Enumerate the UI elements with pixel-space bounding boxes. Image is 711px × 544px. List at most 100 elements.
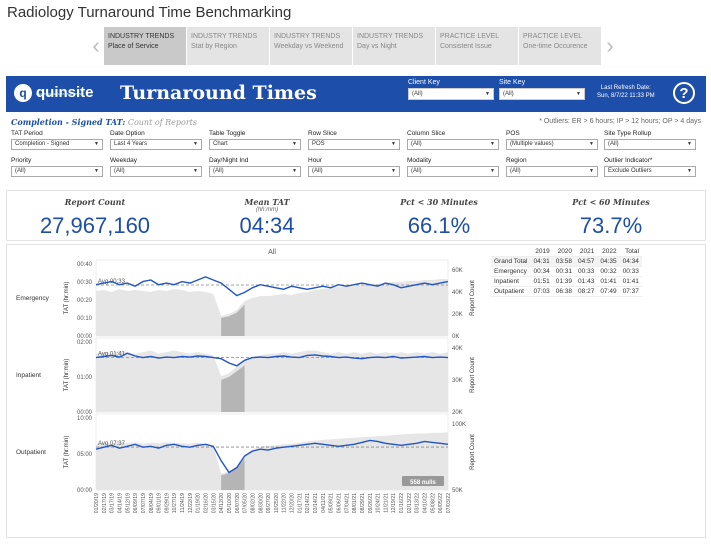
dropdown-caret-icon: ▼ [490,168,495,174]
covid-count-band [221,365,245,412]
logo-subtitle: HEALTHCARE DATA ANALYTICS [36,92,82,96]
table-header: 2022 [597,247,620,257]
x-tick-label: 07/04/21 [344,493,350,513]
table-header: 2019 [530,247,553,257]
kpi-label: Pct < 30 Minutes [400,197,478,207]
filter-select[interactable]: (All) ▼ [209,166,301,177]
table-cell: 08:27 [575,286,598,297]
table-cell: Emergency [491,266,531,277]
dropdown-caret-icon: ▼ [391,141,396,147]
story-point-subtitle: Consistent Issue [440,43,492,50]
table-header: 2020 [552,247,576,257]
story-point-5[interactable]: PRACTICE LEVEL One-time Occurence [519,27,601,65]
filter-select[interactable]: (All) ▼ [604,139,696,150]
dropdown-caret-icon: ▼ [391,168,396,174]
filter-table-toggle: Table Toggle Chart ▼ [209,130,301,150]
page-title: Radiology Turnaround Time Benchmarking [7,4,292,21]
covid-count-band [221,458,245,490]
table-cell: 00:32 [597,266,620,277]
filter-select[interactable]: Exclude Outliers ▼ [604,166,696,177]
x-tick-label: 01/19/20 [196,493,202,513]
table-row: Outpatient 07:03 06:38 08:27 07:49 07:37 [491,286,642,297]
kpi-label: Report Count [64,197,126,207]
y-tick-label: 00:20 [77,298,93,304]
table-cell: 06:38 [552,286,576,297]
story-point-4[interactable]: PRACTICE LEVEL Consistent Issue [436,27,518,65]
site-key-label: Site Key [499,79,526,86]
story-point-subtitle: Place of Service [108,43,159,50]
measure-name: Completion - Signed TAT: [11,117,126,127]
filter-label: Priority [11,157,32,164]
site-key-select[interactable]: (All) ▼ [499,88,585,100]
story-point-2[interactable]: INDUSTRY TRENDS Weekday vs Weekend [270,27,352,65]
filter-label: Table Toggle [209,130,246,137]
dashboard-title: Turnaround Times [120,82,317,104]
x-tick-label: 07/07/19 [141,493,147,513]
right-axis-label: Report Count [470,434,476,470]
x-tick-label: 08/01/21 [352,493,358,513]
filter-select[interactable]: (Multiple values) ▼ [506,139,598,150]
filter-select[interactable]: POS ▼ [308,139,400,150]
filter-label: Hour [308,157,323,164]
story-point-title: INDUSTRY TRENDS [191,33,258,40]
chevron-left-icon[interactable]: ‹ [92,33,100,58]
count-area [96,279,448,336]
filter-select[interactable]: (All) ▼ [407,166,499,177]
x-tick-label: 10/27/19 [172,493,178,513]
table-cell: Outpatient [491,286,531,297]
story-point-title: PRACTICE LEVEL [523,33,583,40]
story-point-1[interactable]: INDUSTRY TRENDS Stat by Region [187,27,269,65]
story-point-3[interactable]: INDUSTRY TRENDS Day vs Night [353,27,435,65]
x-tick-label: 08/29/21 [360,493,366,513]
filter-select[interactable]: Last 4 Years ▼ [110,139,202,150]
filter-site-type-rollup: Site Type Rollup (All) ▼ [604,130,696,150]
filter-value: (All) [411,141,422,147]
filter-value: (Multiple values) [510,141,554,147]
filter-select[interactable]: (All) ▼ [407,139,499,150]
table-cell: 04:57 [575,256,598,267]
table-header: Total [619,247,642,257]
table-cell: 04:31 [530,256,553,267]
filter-select[interactable]: Chart ▼ [209,139,301,150]
filter-label: Outlier Indicator* [604,157,653,164]
filter-value: (All) [15,168,26,174]
kpi-label: Mean TAT [244,197,290,207]
dashboard-header: q quinsite HEALTHCARE DATA ANALYTICS Tur… [6,76,706,112]
quinsite-logo-icon: q [14,84,32,102]
x-tick-label: 01/16/22 [399,493,405,513]
filter-pos: POS (Multiple values) ▼ [506,130,598,150]
filter-priority: Priority (All) ▼ [11,157,103,177]
filter-select[interactable]: (All) ▼ [506,166,598,177]
x-tick-label: 03/14/21 [313,493,319,513]
table-cell: 00:31 [552,266,576,277]
filter-select[interactable]: Completion - Signed ▼ [11,139,103,150]
right-axis-label: Report Count [470,357,476,393]
filter-label: Day/Night Ind [209,157,249,164]
filter-value: (All) [510,168,521,174]
count-area [96,350,448,412]
filter-select[interactable]: (All) ▼ [110,166,202,177]
filter-value: (All) [114,168,125,174]
table-row: Inpatient 01:51 01:39 01:43 01:41 01:41 [491,276,642,287]
tat-line [95,352,449,367]
filter-select[interactable]: (All) ▼ [11,166,103,177]
table-cell: 07:49 [597,286,620,297]
refresh-label: Last Refresh Date: [600,85,651,91]
null-badge [402,476,444,486]
story-point-0[interactable]: INDUSTRY TRENDS Place of Service [104,27,186,65]
client-key-select[interactable]: (All) ▼ [408,88,494,100]
chevron-right-icon[interactable]: › [606,33,614,58]
y-tick-label: 01:00 [77,375,93,381]
x-tick-label: 09/26/21 [368,493,374,513]
help-icon[interactable]: ? [673,82,695,104]
kpi-value: 27,967,160 [39,213,151,238]
filter-select[interactable]: (All) ▼ [308,166,400,177]
average-label: Avg 01:41 [98,351,126,357]
table-header-row: 2019 2020 2021 2022 Total [491,247,642,257]
kpi-card: Report Count 27,967,160 [10,197,180,239]
dropdown-caret-icon: ▼ [589,168,594,174]
site-key-value: (All) [503,91,514,97]
site-key-filter: Site Key (All) ▼ [499,79,585,100]
x-tick-label: 06/06/21 [336,493,342,513]
